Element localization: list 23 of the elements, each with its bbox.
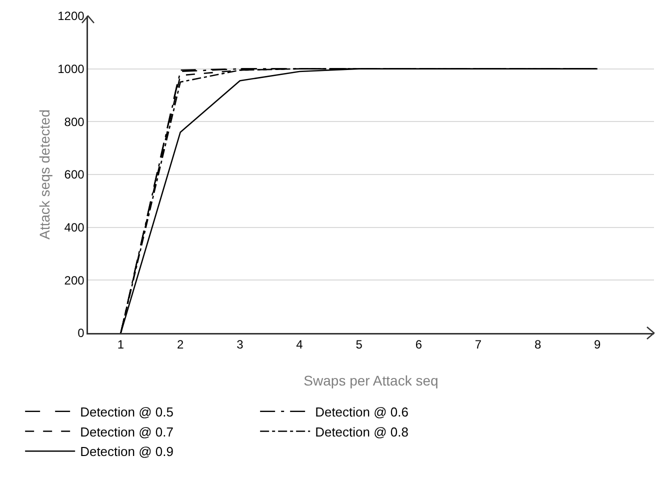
x-axis-title: Swaps per Attack seq bbox=[304, 372, 438, 388]
x-tick-label: 2 bbox=[177, 338, 184, 352]
y-tick-label: 0 bbox=[78, 326, 85, 340]
legend-label: Detection @ 0.8 bbox=[315, 424, 408, 440]
legend-label: Detection @ 0.6 bbox=[315, 404, 408, 420]
legend-label: Detection @ 0.9 bbox=[80, 444, 174, 460]
y-tick-label: 400 bbox=[64, 220, 85, 235]
y-tick-label: 1000 bbox=[58, 62, 85, 76]
x-tick-label: 1 bbox=[117, 338, 124, 352]
x-tick-label: 4 bbox=[296, 338, 304, 352]
legend-label: Detection @ 0.5 bbox=[80, 404, 174, 420]
y-tick-label: 1200 bbox=[58, 9, 85, 24]
x-tick-label: 8 bbox=[534, 338, 542, 352]
y-tick-label: 200 bbox=[64, 273, 85, 288]
x-tick-label: 5 bbox=[356, 338, 363, 352]
x-tick-label: 9 bbox=[594, 338, 602, 352]
legend-label: Detection @ 0.7 bbox=[80, 424, 174, 440]
y-axis-title: Attack seqs detected bbox=[36, 110, 53, 240]
x-tick-label: 7 bbox=[474, 338, 482, 352]
y-tick-label: 600 bbox=[64, 168, 85, 182]
x-tick-label: 3 bbox=[236, 338, 244, 352]
x-tick-label: 6 bbox=[415, 338, 422, 352]
y-tick-label: 800 bbox=[64, 114, 85, 129]
